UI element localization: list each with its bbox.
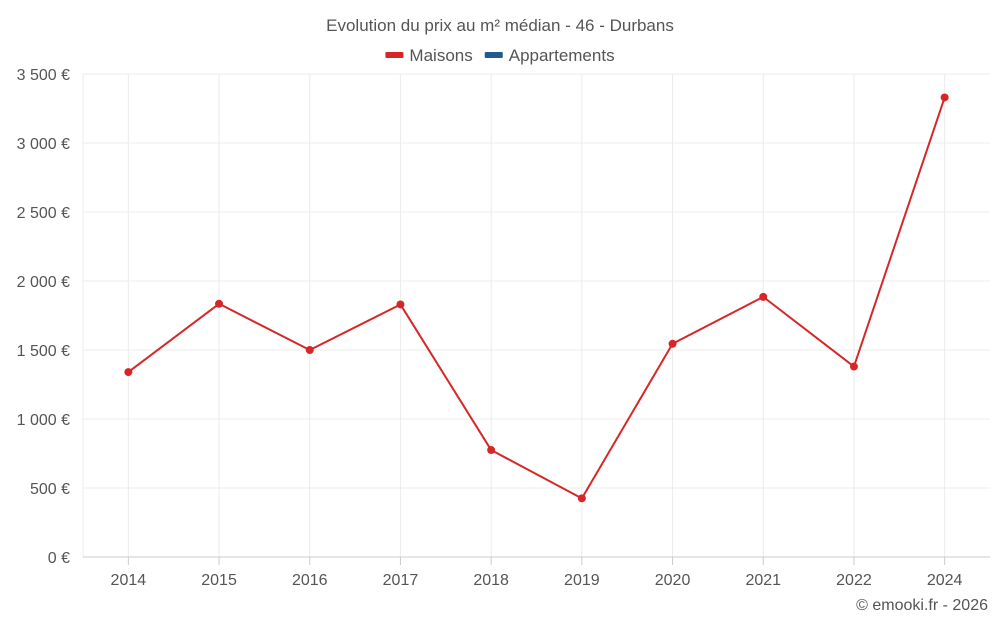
y-tick-label: 1 000 € xyxy=(17,412,70,429)
y-tick-label: 0 € xyxy=(48,550,70,567)
y-tick-label: 3 000 € xyxy=(17,136,70,153)
x-tick-label: 2020 xyxy=(655,572,691,589)
data-point xyxy=(124,368,133,377)
y-tick-label: 1 500 € xyxy=(17,343,70,360)
x-tick-label: 2018 xyxy=(473,572,509,589)
data-point xyxy=(849,362,858,371)
x-tick-label: 2017 xyxy=(383,572,419,589)
legend-item-maisons: Maisons xyxy=(385,46,473,65)
legend-swatch xyxy=(484,52,503,58)
series-layer xyxy=(124,93,949,503)
y-tick-label: 3 500 € xyxy=(17,67,70,84)
x-tick-label: 2016 xyxy=(292,572,328,589)
y-tick-label: 500 € xyxy=(30,481,70,498)
legend-label: Maisons xyxy=(409,46,472,65)
data-point xyxy=(215,299,224,308)
y-tick-label: 2 000 € xyxy=(17,274,70,291)
data-point xyxy=(487,446,496,455)
legend: Maisons Appartements xyxy=(385,46,615,65)
data-point xyxy=(305,346,314,354)
x-tick-label: 2022 xyxy=(836,572,872,589)
grid-lines xyxy=(82,73,990,557)
x-tick-label: 2024 xyxy=(927,572,963,589)
data-point xyxy=(940,93,949,102)
copyright-footer: © emooki.fr - 2026 xyxy=(856,597,988,614)
data-point xyxy=(577,494,586,503)
legend-swatch xyxy=(385,52,404,58)
data-point xyxy=(759,292,768,301)
legend-label: Appartements xyxy=(509,46,615,65)
x-tick-label: 2019 xyxy=(564,572,600,589)
chart-title: Evolution du prix au m² médian - 46 - Du… xyxy=(326,16,674,35)
x-tick-label: 2015 xyxy=(201,572,237,589)
axes: 0 € 500 € 1 000 € 1 500 € 2 000 € 2 500 € 3 00… xyxy=(17,67,990,589)
data-point xyxy=(396,300,405,309)
series-line-maisons xyxy=(127,97,946,500)
x-tick-label: 2014 xyxy=(111,572,147,589)
y-tick-label: 2 500 € xyxy=(17,205,70,222)
x-tick-label: 2021 xyxy=(745,572,781,589)
data-point xyxy=(668,339,677,348)
legend-item-appartements: Appartements xyxy=(484,46,615,65)
